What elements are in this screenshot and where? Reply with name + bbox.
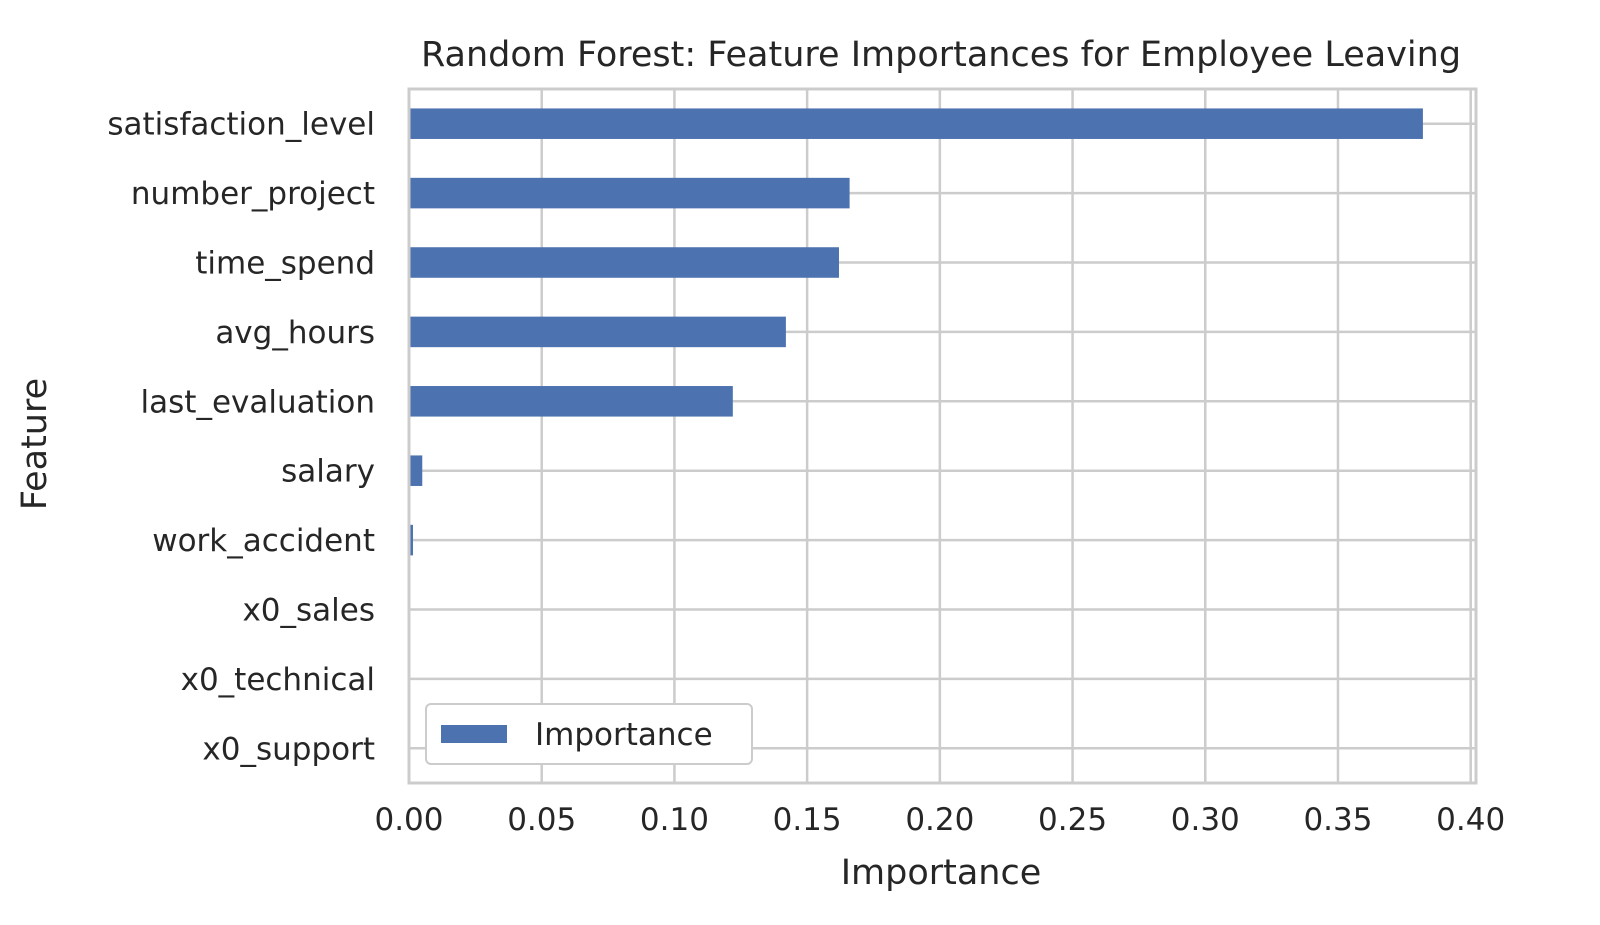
legend-swatch: [441, 725, 507, 743]
y-tick-labels: satisfaction_level number_project time_spe…: [107, 107, 375, 768]
y-axis-label: Feature: [15, 378, 55, 510]
bar-work-accident: [409, 524, 413, 556]
x-tick-label: 0.35: [1303, 802, 1372, 838]
y-tick-label: salary: [281, 454, 375, 490]
bars: [409, 108, 1423, 556]
chart-title: Random Forest: Feature Importances for E…: [421, 35, 1461, 75]
x-tick-label: 0.15: [773, 802, 842, 838]
plot-frame: [407, 87, 1478, 785]
x-tick-label: 0.40: [1436, 802, 1505, 838]
bar-salary: [409, 455, 423, 486]
x-tick-labels: 0.00 0.05 0.10 0.15 0.20 0.25 0.30 0.35 0.40: [374, 802, 1505, 838]
bar-number-project: [409, 177, 850, 209]
x-tick-label: 0.20: [905, 802, 974, 838]
x-tick-label: 0.10: [640, 802, 709, 838]
y-tick-label: x0_support: [202, 731, 375, 767]
bar-last-evaluation: [409, 386, 733, 417]
legend-label: Importance: [535, 717, 713, 753]
x-tick-label: 0.30: [1171, 802, 1240, 838]
y-tick-label: last_evaluation: [141, 384, 375, 420]
x-axis-label: Importance: [841, 853, 1042, 893]
bar-time-spend: [409, 247, 839, 278]
bar-avg-hours: [409, 316, 786, 348]
y-tick-label: x0_sales: [242, 593, 375, 629]
legend: Importance: [425, 703, 753, 765]
y-tick-label: work_accident: [152, 523, 375, 559]
x-tick-label: 0.25: [1038, 802, 1107, 838]
y-tick-label: avg_hours: [215, 315, 375, 351]
y-tick-label: number_project: [131, 176, 375, 212]
x-tick-label: 0.05: [507, 802, 576, 838]
legend-box: [425, 703, 753, 765]
bar-satisfaction-level: [409, 108, 1423, 139]
y-tick-label: satisfaction_level: [107, 107, 375, 143]
y-tick-label: x0_technical: [181, 662, 375, 698]
y-tick-label: time_spend: [195, 246, 375, 282]
x-tick-label: 0.00: [374, 802, 443, 838]
